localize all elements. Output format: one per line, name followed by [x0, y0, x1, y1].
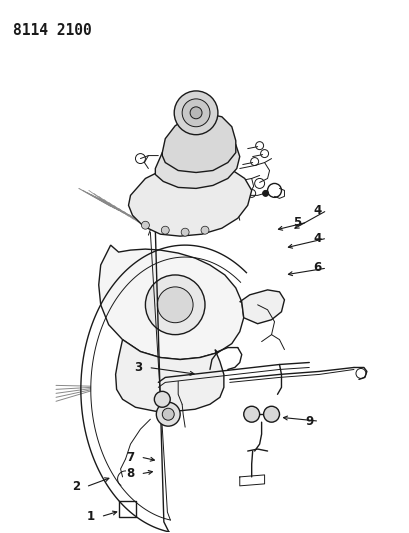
Polygon shape — [128, 163, 251, 236]
Text: 9: 9 — [304, 415, 312, 427]
Text: 8: 8 — [126, 467, 134, 480]
Circle shape — [243, 406, 259, 422]
Text: 8114 2100: 8114 2100 — [13, 23, 92, 38]
Polygon shape — [99, 245, 243, 360]
Circle shape — [141, 221, 149, 229]
Circle shape — [190, 107, 202, 119]
Circle shape — [174, 91, 217, 135]
Text: 3: 3 — [134, 361, 142, 374]
Text: 6: 6 — [312, 262, 321, 274]
Text: 4: 4 — [312, 232, 321, 245]
Circle shape — [262, 190, 268, 196]
Circle shape — [200, 226, 209, 234]
Circle shape — [156, 402, 180, 426]
Text: 7: 7 — [126, 450, 134, 464]
Circle shape — [182, 99, 209, 127]
Polygon shape — [155, 132, 239, 188]
Circle shape — [263, 406, 279, 422]
Circle shape — [157, 287, 193, 322]
Circle shape — [161, 226, 169, 234]
Text: 5: 5 — [292, 216, 301, 229]
Text: 1: 1 — [87, 510, 94, 523]
Polygon shape — [162, 114, 235, 173]
Circle shape — [145, 275, 204, 335]
Polygon shape — [115, 340, 223, 411]
Circle shape — [162, 408, 174, 420]
Text: 2: 2 — [72, 480, 80, 494]
Text: 4: 4 — [312, 204, 321, 217]
Circle shape — [181, 228, 189, 236]
Circle shape — [154, 391, 170, 407]
Polygon shape — [239, 290, 284, 324]
